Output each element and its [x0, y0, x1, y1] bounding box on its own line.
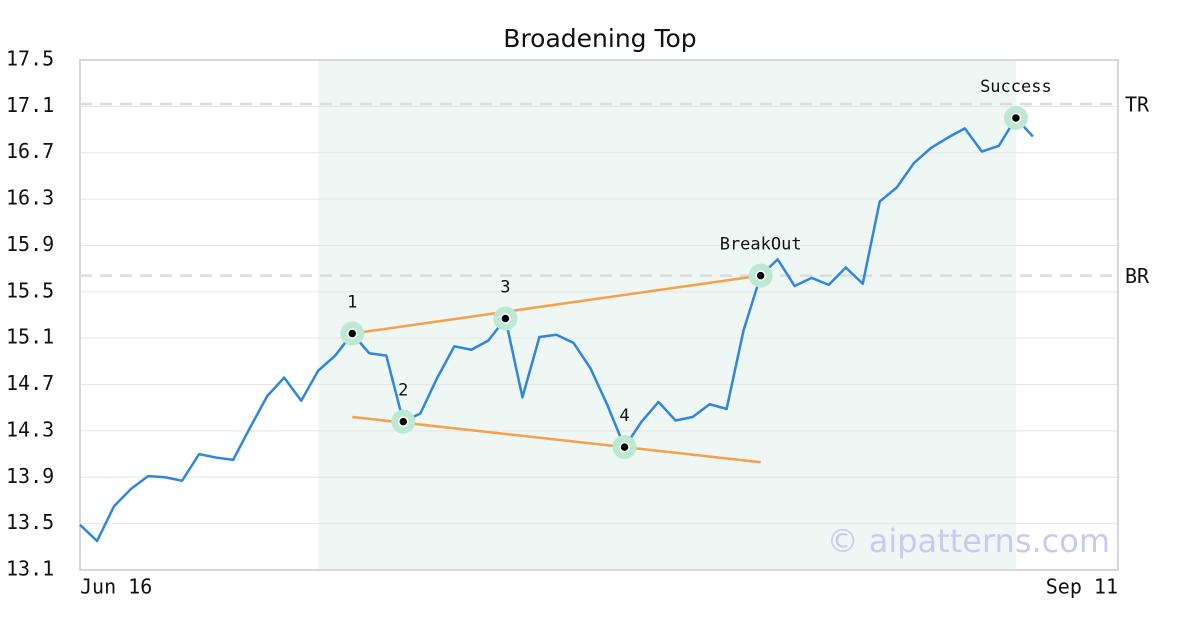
annotation-label: 3 [500, 277, 510, 297]
level-label: BR [1125, 264, 1150, 288]
trend-line [352, 415, 761, 464]
pivot-dot [500, 313, 511, 324]
trend-line [352, 274, 761, 335]
annotation-label: 1 [347, 293, 357, 313]
y-tick-label: 13.5 [6, 510, 54, 534]
pivot-dot [755, 270, 766, 281]
pivot-dot [1010, 112, 1022, 124]
x-tick-label: Sep 11 [1046, 575, 1118, 599]
chart-title: Broadening Top [503, 24, 696, 53]
level-label: TR [1125, 93, 1150, 117]
price-line [79, 116, 1034, 543]
annotation-label: Success [980, 77, 1052, 97]
pivot-dot [619, 441, 630, 453]
y-tick-label: 17.1 [6, 93, 54, 117]
watermark: © aipatterns.com [827, 522, 1110, 560]
pivot-dot [347, 328, 358, 339]
y-tick-label: 15.5 [6, 278, 54, 302]
y-tick-label: 13.9 [6, 464, 54, 488]
y-tick-label: 15.9 [6, 232, 54, 256]
y-tick-label: 14.3 [6, 417, 54, 441]
pivot-dot [398, 416, 409, 427]
annotation-label: 2 [398, 381, 408, 401]
y-tick-label: 16.7 [6, 139, 54, 163]
plot-frame [79, 59, 1119, 571]
annotation-label: 4 [619, 406, 629, 426]
highlight-region [318, 60, 1016, 570]
annotation-label: BreakOut [720, 235, 802, 255]
y-tick-label: 13.1 [6, 557, 54, 581]
y-tick-label: 17.5 [6, 47, 54, 71]
y-tick-label: 15.1 [6, 325, 54, 349]
y-tick-label: 14.7 [6, 371, 54, 395]
y-tick-label: 16.3 [6, 186, 54, 210]
x-tick-label: Jun 16 [80, 575, 152, 599]
